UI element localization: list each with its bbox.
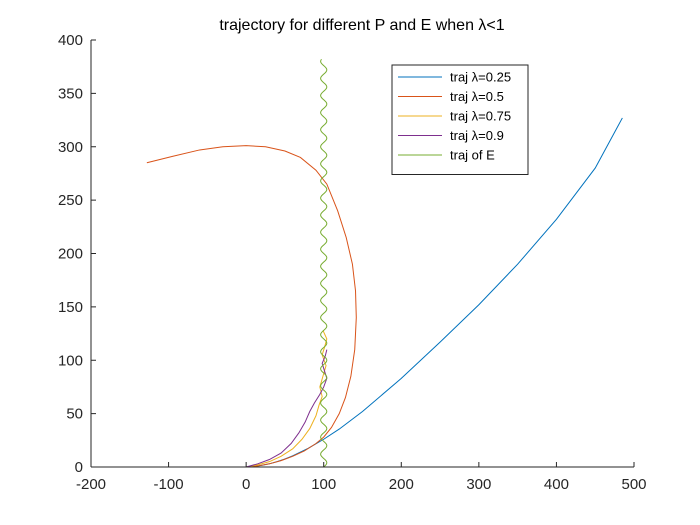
legend-label-1: traj λ=0.5 [450, 89, 504, 104]
plot-area [146, 58, 623, 467]
x-tick-label-0: -200 [76, 476, 106, 493]
x-tick-label-3: 100 [311, 476, 336, 493]
series-line-3 [246, 349, 328, 467]
x-tick-label-5: 300 [466, 476, 491, 493]
y-tick-label-7: 350 [58, 85, 83, 102]
y-tick-label-1: 50 [66, 406, 83, 423]
y-tick-label-0: 0 [75, 459, 83, 476]
x-tick-label-7: 500 [621, 476, 646, 493]
series-line-2 [246, 330, 328, 467]
x-tick-label-6: 400 [544, 476, 569, 493]
y-tick-label-4: 200 [58, 246, 83, 263]
series-line-1 [146, 145, 357, 467]
legend-label-4: traj of E [450, 148, 495, 163]
series-line-4 [320, 58, 328, 467]
y-tick-label-2: 100 [58, 352, 83, 369]
legend-label-2: traj λ=0.75 [450, 109, 511, 124]
x-tick-label-1: -100 [154, 476, 184, 493]
x-tick-label-2: 0 [242, 476, 250, 493]
y-tick-label-6: 300 [58, 139, 83, 156]
chart-title: trajectory for different P and E when λ<… [219, 17, 504, 34]
y-tick-label-5: 250 [58, 192, 83, 209]
y-tick-label-8: 400 [58, 32, 83, 49]
axes: -200 -100 0 100 200 300 400 500 0 50 100 150 200 250 3… [58, 32, 647, 493]
y-tick-label-3: 150 [58, 299, 83, 316]
legend-label-3: traj λ=0.9 [450, 128, 504, 143]
x-tick-label-4: 200 [389, 476, 414, 493]
legend-box [391, 64, 529, 175]
legend: traj λ=0.25 traj λ=0.5 traj λ=0.75 traj λ=0… [391, 64, 529, 175]
legend-label-0: traj λ=0.25 [450, 70, 511, 85]
